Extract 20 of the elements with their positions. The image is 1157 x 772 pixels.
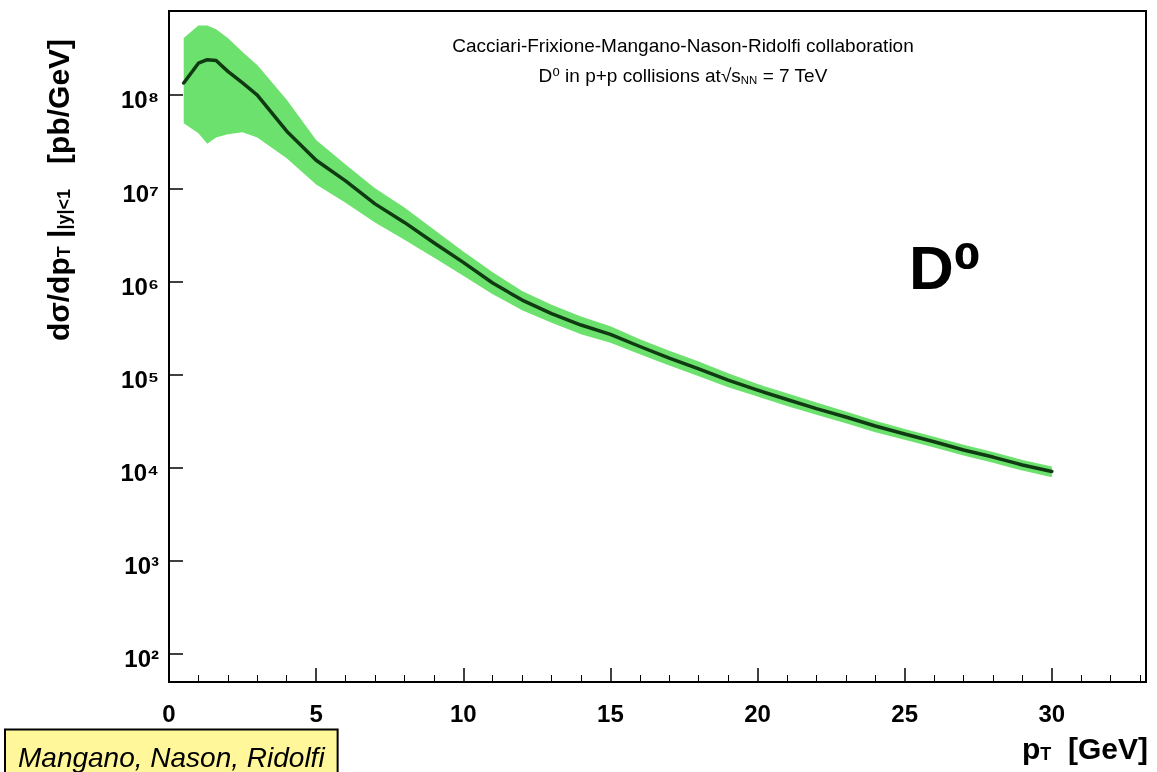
text: dσ/dpT ||y|<1 [pb/GeV] [41,38,75,342]
y-tick-label: 10² [124,645,160,673]
y-tick-label: 10⁴ [120,458,159,486]
x-tick-label: 25 [891,700,919,728]
y-tick-label: 10³ [124,552,160,580]
x-tick-label: 20 [744,700,771,728]
y-tick-label: 10⁵ [121,365,159,393]
annotation: D⁰ [909,232,981,302]
annotation: D⁰ in p+p collisions at√sNN = 7 TeV [538,65,828,87]
x-axis-title: pT [GeV] [1022,731,1149,765]
x-tick-label: 5 [309,700,323,728]
x-tick-label: 0 [162,700,176,728]
y-tick-label: 10⁷ [122,179,159,207]
text: Mangano, Nason, Ridolfi [18,742,326,772]
x-tick-label: 10 [449,700,477,728]
y-tick-label: 10⁶ [121,272,159,300]
annotation: Cacciari-Frixione-Mangano-Nason-Ridolfi collaboration [452,35,914,57]
x-tick-label: 15 [597,700,624,728]
x-tick-label: 30 [1038,700,1066,728]
y-tick-label: 10⁸ [120,86,159,114]
